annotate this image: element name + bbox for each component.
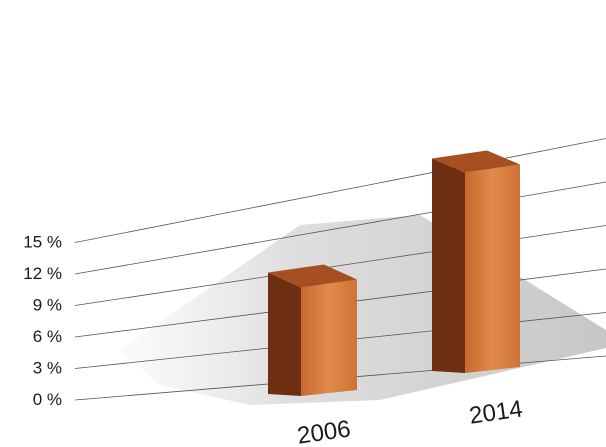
bar-2014 [432,150,520,373]
bar-2006 [268,264,357,396]
y-tick-label: 12 % [23,264,62,283]
y-tick-label: 6 % [33,327,62,346]
x-category-label: 2014 [468,395,525,429]
y-axis-ticks: 0 % 3 % 6 % 9 % 12 % 15 % [23,233,62,410]
y-tick-label: 9 % [33,296,62,315]
gridline-15 [74,138,606,243]
y-tick-label: 0 % [33,390,62,409]
y-tick-label: 15 % [23,233,62,252]
x-category-label: 2006 [296,415,353,447]
x-axis-labels: 2006 2014 [296,395,525,447]
y-tick-label: 3 % [33,359,62,378]
bars [268,150,520,396]
